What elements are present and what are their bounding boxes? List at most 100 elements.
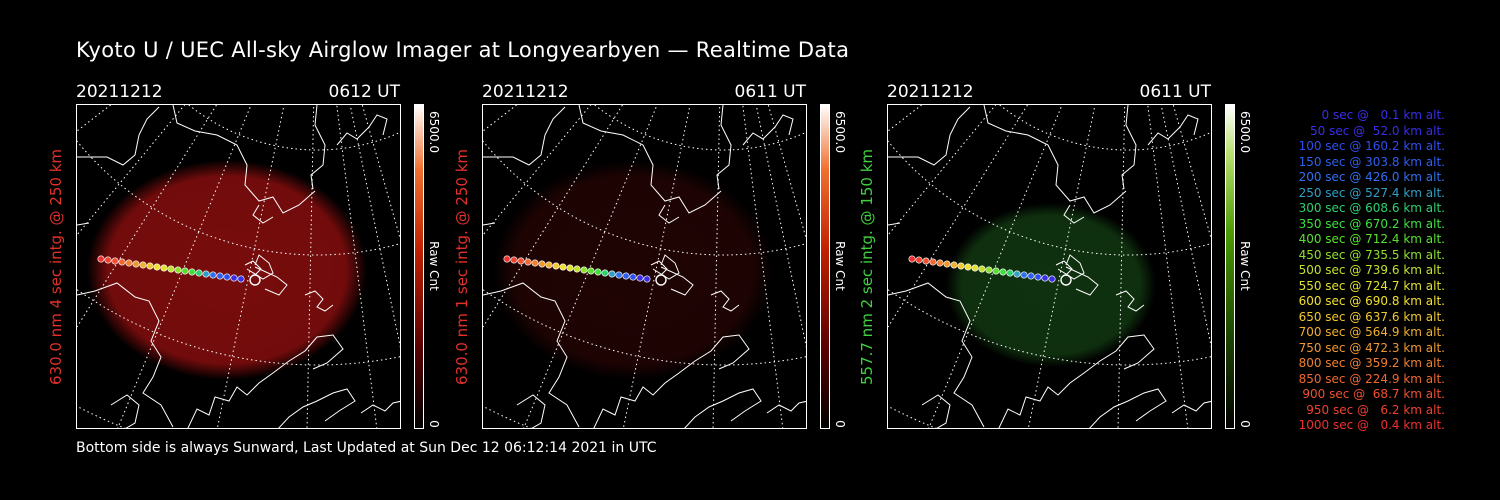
- trajectory-point: [104, 256, 112, 264]
- trajectory-point: [992, 267, 1000, 275]
- sky-glow: [87, 160, 367, 380]
- legend-entry: 250 sec @ 527.4 km alt.: [1298, 185, 1445, 200]
- trajectory-point: [202, 270, 210, 278]
- legend-entry: 0 sec @ 0.1 km alt.: [1317, 108, 1446, 122]
- trajectory-point: [601, 269, 609, 277]
- trajectory-point: [160, 264, 168, 272]
- trajectory-point: [908, 255, 916, 263]
- airglow-image: [482, 104, 807, 429]
- trajectory-point: [636, 274, 644, 282]
- legend-entry: 700 sec @ 564.9 km alt.: [1298, 325, 1445, 339]
- trajectory-point: [517, 257, 525, 265]
- airglow-image: [76, 104, 401, 429]
- legend-entry: 650 sec @ 637.6 km alt.: [1298, 309, 1445, 324]
- trajectory-point: [167, 265, 175, 273]
- legend-entry: 500 sec @ 739.6 km alt.: [1298, 263, 1445, 277]
- trajectory-point: [943, 260, 951, 268]
- trajectory-point: [188, 268, 196, 276]
- trajectory-legend: 0 sec @ 0.1 km alt. 50 sec @ 52.0 km alt.…: [1255, 108, 1445, 434]
- trajectory-point: [999, 268, 1007, 276]
- trajectory-point: [1020, 271, 1028, 279]
- trajectory-point: [643, 275, 651, 283]
- page-title: Kyoto U / UEC All-sky Airglow Imager at …: [76, 38, 850, 62]
- color-scale-bar: [1225, 104, 1235, 429]
- trajectory-point: [594, 268, 602, 276]
- trajectory-point: [566, 264, 574, 272]
- trajectory-point: [1034, 273, 1042, 281]
- trajectory-point: [608, 270, 616, 278]
- trajectory-point: [573, 265, 581, 273]
- legend-entry: 450 sec @ 735.5 km alt.: [1298, 247, 1445, 262]
- trajectory-point: [964, 263, 972, 271]
- legend-entry: 300 sec @ 608.6 km alt.: [1298, 201, 1445, 215]
- trajectory-point: [587, 267, 595, 275]
- trajectory-point: [950, 261, 958, 269]
- legend-entry: 600 sec @ 690.8 km alt.: [1298, 294, 1445, 308]
- legend-entry: 350 sec @ 670.2 km alt.: [1298, 216, 1445, 231]
- trajectory-point: [174, 266, 182, 274]
- legend-entry: 550 sec @ 724.7 km alt.: [1298, 278, 1445, 293]
- trajectory-point: [132, 260, 140, 268]
- trajectory-point: [922, 257, 930, 265]
- imager-panel: 20211212 0611 UT 557.7 nm 2 sec intg. @ 15…: [858, 82, 1267, 432]
- station-marker: [1060, 274, 1072, 286]
- trajectory-point: [1006, 269, 1014, 277]
- legend-entry: 900 sec @ 68.7 km alt.: [1302, 387, 1445, 401]
- trajectory-point: [503, 255, 511, 263]
- trajectory-point: [957, 262, 965, 270]
- legend-entry: 1000 sec @ 0.4 km alt.: [1298, 418, 1445, 432]
- station-marker: [655, 274, 667, 286]
- trajectory-point: [615, 271, 623, 279]
- trajectory-point: [1041, 274, 1049, 282]
- legend-entry: 950 sec @ 6.2 km alt.: [1306, 402, 1445, 417]
- trajectory-point: [531, 259, 539, 267]
- trajectory-point: [978, 265, 986, 273]
- trajectory-point: [237, 275, 245, 283]
- trajectory-point: [971, 264, 979, 272]
- imager-panel: 20211212 0612 UT 630.0 nm 4 sec intg. @ 25…: [47, 82, 456, 432]
- sky-glow: [946, 203, 1156, 367]
- trajectory-point: [195, 269, 203, 277]
- trajectory-point: [97, 255, 105, 263]
- legend-entry: 750 sec @ 472.3 km alt.: [1298, 340, 1445, 355]
- trajectory-point: [559, 263, 567, 271]
- footer-note: Bottom side is always Sunward, Last Upda…: [76, 440, 657, 456]
- sky-glow: [493, 160, 773, 380]
- panel-time: 0612 UT: [328, 82, 401, 102]
- legend-entry: 800 sec @ 359.2 km alt.: [1298, 356, 1445, 370]
- trajectory-point: [929, 258, 937, 266]
- trajectory-point: [118, 258, 126, 266]
- panel-date: 20211212: [887, 82, 974, 102]
- trajectory-point: [230, 274, 238, 282]
- trajectory-point: [524, 258, 532, 266]
- trajectory-point: [936, 259, 944, 267]
- panel-date: 20211212: [482, 82, 569, 102]
- trajectory-point: [510, 256, 518, 264]
- trajectory-point: [1048, 275, 1056, 283]
- color-scale-bar: [414, 104, 424, 429]
- legend-entry: 400 sec @ 712.4 km alt.: [1298, 232, 1445, 246]
- panel-time: 0611 UT: [734, 82, 807, 102]
- legend-entry: 50 sec @ 52.0 km alt.: [1310, 123, 1445, 138]
- panel-date: 20211212: [76, 82, 163, 102]
- panel-time: 0611 UT: [1139, 82, 1212, 102]
- trajectory-point: [552, 262, 560, 270]
- station-marker: [249, 274, 261, 286]
- color-scale-bar: [820, 104, 830, 429]
- trajectory-point: [216, 272, 224, 280]
- imager-panel: 20211212 0611 UT 630.0 nm 1 sec intg. @ 25…: [453, 82, 862, 432]
- airglow-image: [887, 104, 1212, 429]
- trajectory-point: [153, 263, 161, 271]
- trajectory-point: [146, 262, 154, 270]
- trajectory-point: [985, 266, 993, 274]
- legend-entry: 200 sec @ 426.0 km alt.: [1298, 170, 1445, 184]
- trajectory-point: [223, 273, 231, 281]
- legend-entry: 100 sec @ 160.2 km alt.: [1298, 139, 1445, 153]
- legend-entry: 150 sec @ 303.8 km alt.: [1298, 154, 1445, 169]
- trajectory-point: [915, 256, 923, 264]
- trajectory-point: [111, 257, 119, 265]
- trajectory-point: [580, 266, 588, 274]
- trajectory-point: [545, 261, 553, 269]
- trajectory-point: [622, 272, 630, 280]
- trajectory-point: [629, 273, 637, 281]
